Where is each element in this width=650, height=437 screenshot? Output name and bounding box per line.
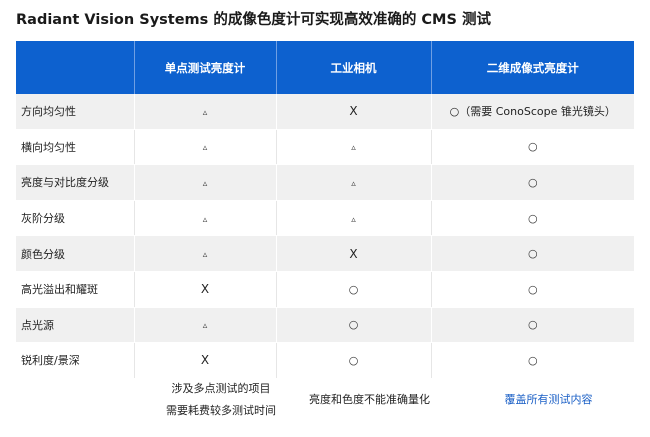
cell-industrial-camera: ▵ (275, 164, 431, 201)
feature-label: 锐利度/景深 (16, 342, 134, 379)
cell-spot-meter: ▵ (133, 94, 276, 130)
cell-industrial-camera: X (275, 94, 431, 130)
table-row: 点光源 ▵ ○ ○ (16, 307, 634, 344)
table-row: 灰阶分级 ▵ ▵ ○ (16, 200, 634, 237)
cell-industrial-camera: X (275, 235, 431, 272)
feature-label: 灰阶分级 (16, 200, 134, 237)
cell-imaging-colorimeter: ○ (430, 129, 634, 166)
table-row: 高光溢出和耀斑 X ○ ○ (16, 271, 634, 308)
cell-industrial-camera: ○ (275, 307, 431, 344)
cell-industrial-camera: ▵ (275, 129, 431, 166)
cell-imaging-colorimeter: ○ (430, 235, 634, 272)
page-title: Radiant Vision Systems 的成像色度计可实现高效准确的 CM… (16, 12, 491, 28)
cell-imaging-colorimeter: ○（需要 ConoScope 锥光镜头） (430, 94, 634, 130)
cell-spot-meter: ▵ (133, 307, 276, 344)
feature-label: 点光源 (16, 307, 134, 344)
feature-label: 颜色分级 (16, 235, 134, 272)
cell-imaging-colorimeter: ○ (430, 271, 634, 308)
table-row: 颜色分级 ▵ X ○ (16, 235, 634, 272)
comparison-table: 单点测试亮度计 工业相机 二维成像式亮度计 方向均匀性 ▵ X ○（需要 Con… (16, 41, 634, 379)
summary-industrial-camera: 亮度和色度不能准确量化 (292, 389, 447, 411)
cell-imaging-colorimeter: ○ (430, 164, 634, 201)
cell-imaging-colorimeter: ○ (430, 307, 634, 344)
cell-spot-meter: X (133, 342, 276, 379)
cell-spot-meter: ▵ (133, 129, 276, 166)
header-industrial-camera: 工业相机 (275, 41, 431, 94)
table-row: 方向均匀性 ▵ X ○（需要 ConoScope 锥光镜头） (16, 94, 634, 130)
summary-imaging-colorimeter: 覆盖所有测试内容 (447, 389, 650, 411)
cell-spot-meter: X (133, 271, 276, 308)
summary-spot-meter: 涉及多点测试的项目 需要耗费较多测试时间 (150, 378, 292, 422)
cell-imaging-colorimeter: ○ (430, 200, 634, 237)
cell-industrial-camera: ○ (275, 342, 431, 379)
table-header-row: 单点测试亮度计 工业相机 二维成像式亮度计 (16, 41, 634, 94)
summary-imaging-colorimeter-text: 覆盖所有测试内容 (504, 393, 593, 406)
cell-industrial-camera: ▵ (275, 200, 431, 237)
table-row: 横向均匀性 ▵ ▵ ○ (16, 129, 634, 166)
header-spot-meter: 单点测试亮度计 (133, 41, 276, 94)
table-row: 锐利度/景深 X ○ ○ (16, 342, 634, 379)
table-row: 亮度与对比度分级 ▵ ▵ ○ (16, 164, 634, 201)
summary-spot-meter-line-2: 需要耗费较多测试时间 (166, 404, 276, 417)
cell-spot-meter: ▵ (133, 235, 276, 272)
cell-imaging-colorimeter: ○ (430, 342, 634, 379)
summary-spot-meter-line-1: 涉及多点测试的项目 (171, 382, 271, 395)
feature-label: 高光溢出和耀斑 (16, 271, 134, 308)
feature-label: 亮度与对比度分级 (16, 164, 134, 201)
header-feature (16, 41, 134, 94)
cell-industrial-camera: ○ (275, 271, 431, 308)
header-imaging-colorimeter: 二维成像式亮度计 (430, 41, 634, 94)
feature-label: 方向均匀性 (16, 94, 134, 130)
cell-spot-meter: ▵ (133, 200, 276, 237)
summary-industrial-camera-text: 亮度和色度不能准确量化 (309, 393, 430, 406)
cell-spot-meter: ▵ (133, 164, 276, 201)
feature-label: 横向均匀性 (16, 129, 134, 166)
